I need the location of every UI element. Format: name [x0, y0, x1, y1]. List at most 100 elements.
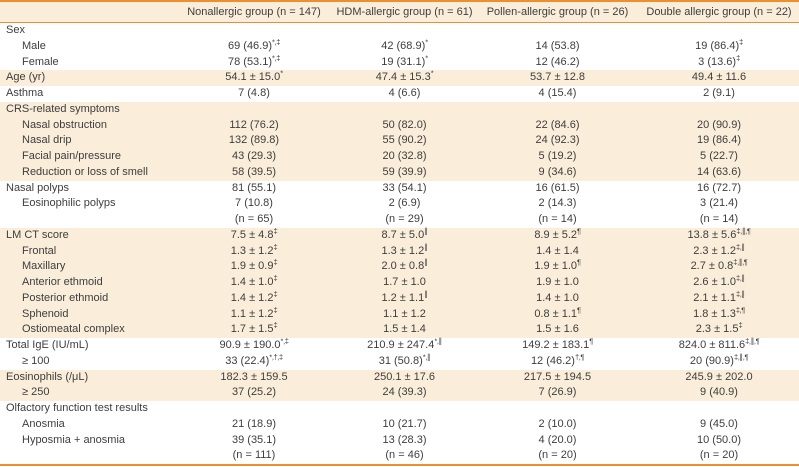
cell-text: 1.9 ± 1.0 [534, 260, 578, 273]
cell-value [333, 23, 476, 39]
cell-value: 1.9 ± 1.0 [476, 275, 639, 291]
row-label: LM CT score [6, 228, 69, 241]
cell-text: 149.2 ± 183.1 [522, 339, 590, 351]
cell-text: (n = 46) [385, 449, 424, 462]
cell-value: 78 (53.1)*,‡ [175, 54, 333, 71]
cell-value: 12 (46.2)†,¶ [476, 353, 639, 370]
cell-text: 3 (21.4) [700, 197, 738, 210]
cell-text: 81 (55.1) [231, 181, 277, 194]
cell-text: 182.3 ± 159.5 [220, 370, 288, 383]
cell-value: 1.4 ± 1.0 [476, 291, 639, 307]
row-label: Eosinophils (/μL) [6, 370, 89, 383]
table-row: Olfactory function test results [0, 401, 799, 417]
table-row: Maxillary 1.9 ± 0.9‡ 2.0 ± 0.8∥ 1.9 ± 1.0¶ 2… [0, 257, 799, 275]
cell-text: 33 (54.1) [382, 181, 427, 194]
cell-text: 78 (53.1) [227, 55, 273, 68]
cell-value: 3 (21.4) [639, 196, 799, 212]
cell-superscript: ‡,∥ [735, 289, 745, 299]
cell-text: 2.0 ± 0.8 [381, 260, 425, 273]
table-row: ≥ 250 37 (25.2) 24 (39.3) 7 (26.9) 9 (40.9) [0, 385, 799, 401]
cell-text: 33 (22.4) [225, 354, 270, 367]
cell-text: 1.5 ± 1.4 [383, 323, 426, 336]
cell-text: 10 (21.7) [382, 417, 427, 430]
cell-superscript: ‡ [273, 226, 278, 236]
cell-value: 58 (39.5) [175, 165, 333, 181]
cell-text: 245.9 ± 202.0 [685, 370, 753, 383]
cell-value: 1.3 ± 1.2‡ [175, 243, 333, 260]
cell-superscript: ‡,∥,¶ [733, 352, 749, 362]
cell-superscript: ‡ [273, 320, 278, 330]
cell-value: 4 (15.4) [476, 86, 639, 102]
table-body: Sex Male 69 (46.9)*,‡ 42 (68.9)* 14 (53.8) 19… [0, 23, 799, 466]
cell-text: 1.3 ± 1.2 [381, 244, 425, 257]
row-label: Age (yr) [6, 71, 46, 84]
cell-text: 19 (86.4) [695, 39, 740, 52]
cell-text: 39 (35.1) [231, 433, 277, 446]
cell-text: 31 (50.8) [378, 354, 423, 367]
cell-text: (n = 14) [538, 213, 577, 225]
cell-superscript: ‡,∥,¶ [733, 257, 748, 267]
cell-value: 217.5 ± 194.5 [476, 370, 639, 386]
cell-text: 50 (82.0) [382, 118, 427, 131]
cell-value: 1.3 ± 1.2∥ [333, 243, 476, 260]
table-row: (n = 65) (n = 29) (n = 14) (n = 14) [0, 212, 799, 228]
cell-value: 49.4 ± 11.6 [639, 70, 799, 86]
cell-value: 42 (68.9)* [333, 37, 476, 55]
cell-value: 4 (20.0) [476, 433, 639, 449]
cell-text: 69 (46.9) [227, 39, 273, 52]
table-row: CRS-related symptoms [0, 101, 799, 118]
row-label: Ostiomeatal complex [22, 323, 125, 336]
cell-text: 21 (18.9) [231, 417, 277, 430]
table-row: Male 69 (46.9)*,‡ 42 (68.9)* 14 (53.8) 19 (8… [0, 37, 799, 55]
cell-superscript: * [425, 52, 428, 62]
row-label: Eosinophilic polyps [22, 197, 116, 210]
row-label: Nasal drip [22, 134, 72, 147]
table-row: Nasal drip 132 (89.8) 55 (90.2) 24 (92.3) 19… [0, 133, 799, 149]
row-label: Sphenoid [22, 307, 69, 320]
cell-value: (n = 20) [476, 448, 639, 465]
cell-value: 1.1 ± 1.2 [333, 307, 476, 323]
cell-text: 8.7 ± 5.0 [381, 228, 425, 241]
cell-text: 4 (6.6) [388, 87, 421, 99]
cell-value: 19 (86.4) [639, 133, 799, 149]
cell-text: 7 (26.9) [538, 386, 577, 399]
cell-value: 1.9 ± 0.9‡ [175, 258, 333, 275]
table-row: Anosmia 21 (18.9) 10 (21.7) 2 (10.0) 9 (45.0… [0, 417, 799, 433]
cell-text: 250.1 ± 17.6 [373, 370, 436, 383]
cell-text: 1.4 ± 1.4 [536, 244, 579, 257]
cell-superscript: ‡,∥ [735, 273, 745, 283]
cell-value: 1.2 ± 1.1∥ [333, 290, 476, 307]
cell-text: 7.5 ± 4.8 [230, 228, 274, 241]
cell-text: 217.5 ± 194.5 [523, 370, 592, 383]
cell-text: (n = 111) [232, 449, 276, 462]
cell-text: 1.9 ± 0.9 [230, 260, 274, 273]
cell-text: 1.7 ± 1.5 [230, 323, 274, 336]
cell-text: 20 (90.9) [689, 354, 734, 367]
cell-value: 20 (90.9) [639, 118, 799, 134]
column-header-variable [0, 1, 175, 23]
cell-value: 4 (6.6) [333, 86, 476, 102]
cell-value: 53.7 ± 12.8 [476, 70, 639, 86]
cell-value: 47.4 ± 15.3* [333, 69, 476, 86]
cell-text: 42 (68.9) [381, 39, 426, 52]
cell-text: 210.9 ± 247.4 [367, 339, 435, 351]
cell-value: 250.1 ± 17.6 [333, 370, 476, 386]
cell-value: 8.7 ± 5.0∥ [333, 227, 476, 244]
cell-value: (n = 20) [639, 448, 799, 465]
cell-value [175, 401, 333, 417]
cell-value: 2.0 ± 0.8∥ [333, 258, 476, 275]
cell-value [639, 401, 799, 417]
row-label: Nasal obstruction [22, 118, 107, 131]
cell-value: 20 (32.8) [333, 149, 476, 165]
cell-value: 824.0 ± 811.6‡,∥,¶ [639, 337, 799, 354]
cell-value: 14 (53.8) [476, 39, 639, 55]
cell-value: 7 (4.8) [175, 86, 333, 102]
cell-text: 19 (31.1) [381, 55, 426, 68]
cell-superscript: * [425, 37, 428, 47]
column-header-double-allergic: Double allergic group (n = 22) [639, 1, 799, 23]
cell-value: 9 (40.9) [639, 385, 799, 401]
row-label: Nasal polyps [6, 181, 69, 194]
cell-superscript: ‡ [739, 37, 743, 47]
cell-text: 1.4 ± 1.0 [536, 291, 579, 304]
